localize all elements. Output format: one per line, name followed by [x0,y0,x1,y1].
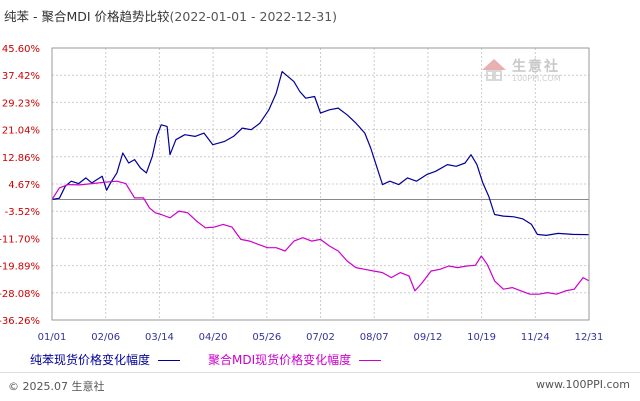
y-tick-label: 29.23% [2,98,40,109]
y-tick-label: -11.70% [0,234,40,245]
y-tick-label: -19.89% [0,262,40,273]
x-tick-label: 09/12 [413,332,442,343]
y-tick-label: 37.42% [2,71,40,82]
y-tick-label: 4.67% [8,180,40,191]
series-lines [51,71,590,295]
x-tick-label: 01/01 [38,332,67,343]
legend-swatch-2 [359,360,382,361]
legend-label-1: 纯苯现货价格变化幅度 [30,353,151,367]
x-tick-label: 12/31 [575,332,604,343]
watermark-url: 100PPI.COM [512,74,561,83]
series-line-2 [51,180,590,295]
x-tick-label: 05/26 [252,332,281,343]
title-main: 纯苯 - 聚合MDI 价格趋势比较 [4,9,170,24]
legend-label-2: 聚合MDI现货价格变化幅度 [208,353,352,367]
y-tick-label: 45.60% [2,44,40,55]
series-line-1 [51,71,590,236]
footer-bar: © 2025.07 生意社 www.100PPI.com [0,372,640,401]
x-tick-label: 07/02 [306,332,335,343]
x-axis-ticks: 01/01 02/06 03/14 04/20 05/26 07/02 08/07 09/12… [38,332,604,343]
legend-item-1: 纯苯现货价格变化幅度 [30,351,181,368]
footer-site-link[interactable]: www.100PPI.com [536,378,630,391]
chart-canvas: 45.60% 37.42% 29.23% 21.04% 12.86% 4.67% -3.52… [0,44,604,343]
y-tick-label: 12.86% [2,153,40,164]
y-tick-label: -28.08% [0,289,40,300]
x-tick-label: 04/20 [199,332,228,343]
x-tick-label: 03/14 [145,332,174,343]
legend-swatch-1 [158,360,181,361]
x-tick-label: 02/06 [91,332,120,343]
x-tick-label: 11/24 [521,332,550,343]
grid-lines [51,47,590,321]
x-tick-label: 10/19 [467,332,496,343]
y-axis-ticks: 45.60% 37.42% 29.23% 21.04% 12.86% 4.67% -3.52… [0,44,40,327]
legend-item-2: 聚合MDI现货价格变化幅度 [208,351,382,368]
watermark-name: 生意社 [512,59,560,75]
y-tick-label: -36.26% [0,316,40,327]
footer-copyright: © 2025.07 生意社 [8,380,105,393]
plot-frame [51,47,590,321]
y-tick-label: -3.52% [5,207,40,218]
y-tick-label: 21.04% [2,126,40,137]
title-range: (2022-01-01 - 2022-12-31) [169,9,338,24]
x-tick-label: 08/07 [360,332,389,343]
chart-title: 纯苯 - 聚合MDI 价格趋势比较(2022-01-01 - 2022-12-3… [4,6,337,25]
